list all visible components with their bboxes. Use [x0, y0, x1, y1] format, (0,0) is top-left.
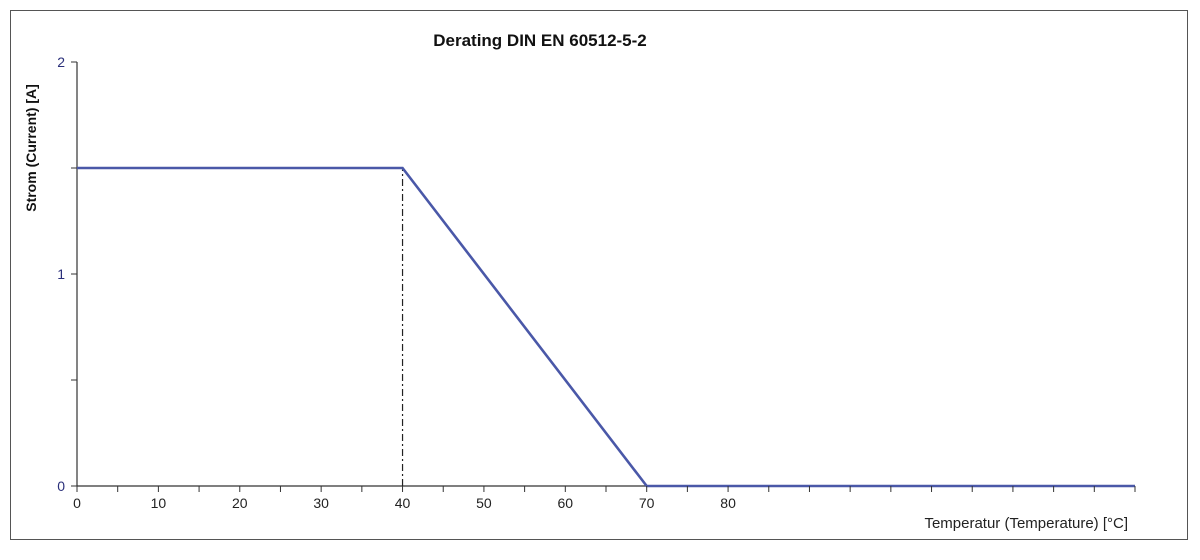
- x-tick-label: 50: [476, 495, 492, 511]
- derating-curve: [77, 166, 1135, 488]
- chart-frame: [10, 10, 1188, 540]
- chart-title: Derating DIN EN 60512-5-2: [433, 31, 647, 50]
- guide-lines: [77, 167, 404, 486]
- x-tick-label: 0: [73, 495, 81, 511]
- y-tick-label: 0: [57, 478, 65, 494]
- x-tick-label: 10: [151, 495, 167, 511]
- x-tick-label: 40: [395, 495, 411, 511]
- x-tick-label: 70: [639, 495, 655, 511]
- x-ticks: 0 10 20 30 40 50 60 70 80: [73, 486, 1136, 511]
- axes: [76, 62, 1135, 487]
- y-axis-label: Strom (Current) [A]: [23, 84, 39, 212]
- x-tick-label: 80: [720, 495, 736, 511]
- y-tick-label: 1: [57, 266, 65, 282]
- series-group: [77, 166, 1135, 488]
- x-tick-label: 60: [558, 495, 574, 511]
- x-tick-label: 30: [313, 495, 329, 511]
- x-tick-label: 20: [232, 495, 248, 511]
- y-ticks: 0 1 2: [57, 54, 77, 494]
- x-axis-label: Temperatur (Temperature) [°C]: [924, 515, 1128, 532]
- y-tick-label: 2: [57, 54, 65, 70]
